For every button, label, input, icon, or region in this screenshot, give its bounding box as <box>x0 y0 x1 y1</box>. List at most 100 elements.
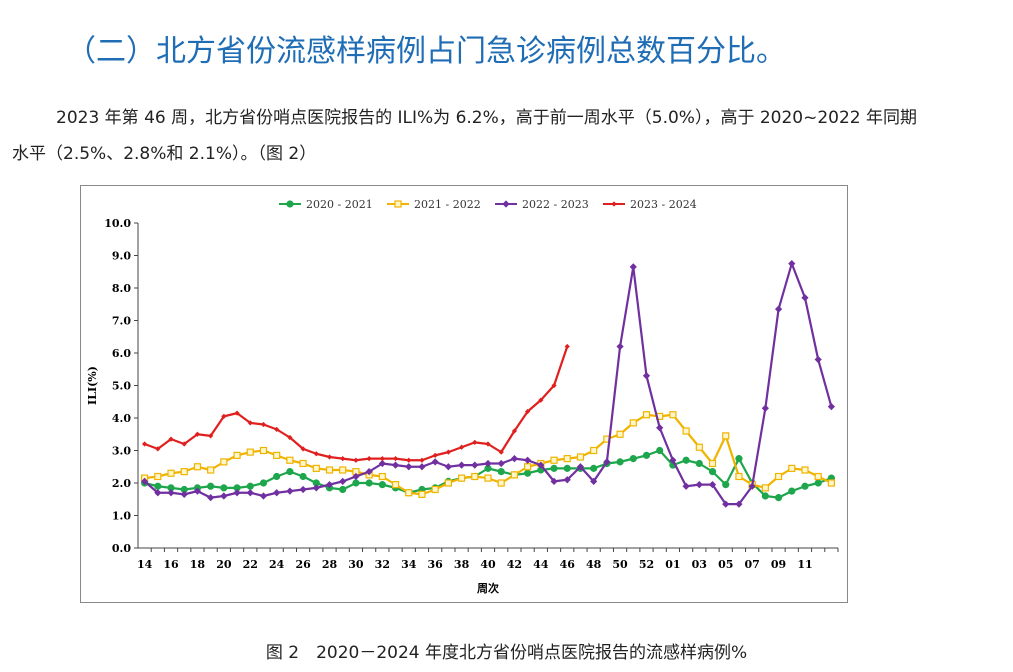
x-axis-label: 周次 <box>477 581 499 595</box>
point <box>378 472 386 481</box>
point <box>788 260 796 268</box>
point <box>353 457 359 463</box>
point <box>510 471 519 479</box>
point <box>432 452 438 458</box>
y-axis-label: ILI(%) <box>86 366 99 405</box>
point <box>312 484 320 492</box>
x-tick-label: 16 <box>163 558 179 571</box>
point <box>761 492 769 500</box>
point <box>273 451 281 459</box>
point <box>312 479 320 487</box>
point <box>180 485 188 494</box>
x-tick-label: 11 <box>797 558 812 571</box>
point <box>616 342 624 351</box>
point <box>722 481 730 489</box>
point <box>406 457 412 463</box>
point <box>616 430 624 438</box>
point <box>551 382 557 389</box>
point <box>365 468 373 476</box>
x-tick-label: 40 <box>480 558 496 571</box>
point <box>181 441 187 447</box>
point <box>167 469 175 477</box>
point <box>564 343 570 350</box>
point <box>774 472 783 481</box>
x-tick-label: 05 <box>718 558 733 571</box>
point <box>259 446 268 455</box>
point <box>722 432 730 440</box>
point <box>155 446 161 452</box>
point <box>193 463 202 471</box>
x-tick-label: 44 <box>533 558 549 571</box>
caption: 图 2 2020－2024 年度北方省份哨点医院报告的流感样病例% <box>265 643 748 663</box>
point <box>273 472 281 481</box>
point <box>299 459 307 468</box>
point <box>286 200 294 208</box>
point <box>576 453 585 461</box>
y-tick-label: 7.0 <box>112 315 131 328</box>
point <box>801 482 809 490</box>
point <box>788 464 796 472</box>
point <box>352 472 360 481</box>
point <box>537 461 545 469</box>
point <box>471 461 479 469</box>
y-tick-label: 5.0 <box>112 380 131 393</box>
point <box>339 485 347 494</box>
point <box>352 479 360 487</box>
point <box>550 464 558 472</box>
point <box>484 459 492 468</box>
point <box>365 479 373 487</box>
point <box>603 458 611 466</box>
point <box>814 355 822 364</box>
paragraph: 2023 年第 46 周，北方省份哨点医院报告的 ILI%为 6.2%，高于前一… <box>12 108 918 164</box>
point <box>472 439 478 445</box>
x-tick-label: 14 <box>137 558 153 571</box>
point <box>259 479 268 487</box>
point <box>695 481 703 489</box>
point <box>590 477 598 485</box>
point <box>391 481 400 489</box>
point <box>392 456 399 462</box>
point <box>538 397 544 403</box>
x-tick-label: 36 <box>428 558 444 571</box>
point <box>827 403 835 411</box>
legend-label: 2021 - 2022 <box>414 198 481 211</box>
point <box>168 436 174 442</box>
point <box>484 474 492 482</box>
point <box>814 479 822 487</box>
point <box>220 492 228 500</box>
point <box>405 463 413 471</box>
point <box>642 451 651 459</box>
point <box>642 411 651 419</box>
x-tick-label: 28 <box>322 558 338 571</box>
point <box>616 458 624 466</box>
point <box>391 461 400 469</box>
x-tick-label: 09 <box>771 558 786 571</box>
point <box>682 482 690 490</box>
point <box>154 482 162 490</box>
y-tick-label: 3.0 <box>112 445 131 458</box>
point <box>247 420 253 426</box>
point <box>801 466 809 474</box>
legend-label: 2023 - 2024 <box>630 198 697 211</box>
point <box>325 466 334 474</box>
point <box>154 489 162 497</box>
x-tick-label: 52 <box>639 558 654 571</box>
point <box>431 458 439 466</box>
point <box>405 489 413 497</box>
point <box>827 479 835 487</box>
x-tick-label: 24 <box>269 558 285 571</box>
x-tick-label: 50 <box>612 558 628 571</box>
point <box>273 489 281 497</box>
point <box>366 456 372 462</box>
point <box>590 446 598 455</box>
point <box>167 484 175 492</box>
point <box>418 463 426 471</box>
series-line <box>144 346 569 462</box>
point <box>484 464 492 472</box>
heading: （二）北方省份流感样病例占门急诊病例总数百分比。 <box>66 34 786 69</box>
point <box>378 459 386 468</box>
point <box>695 443 703 451</box>
y-tick-label: 8.0 <box>112 282 131 295</box>
point <box>485 441 491 447</box>
